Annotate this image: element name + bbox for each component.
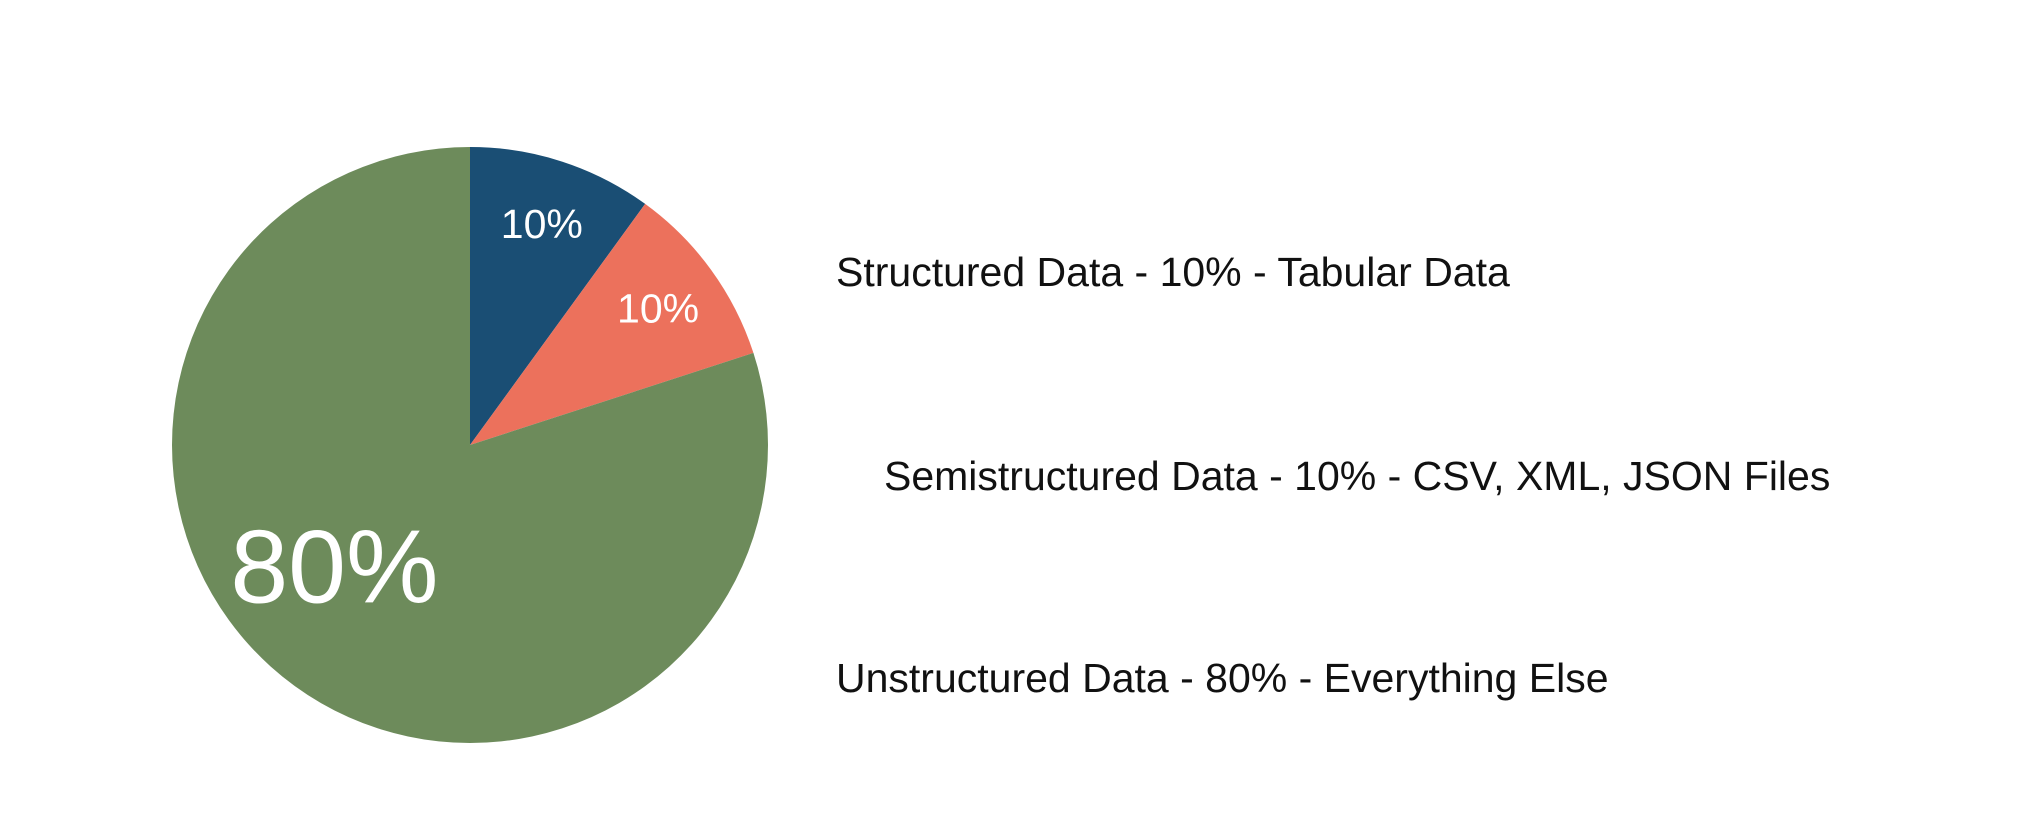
legend-entry: Structured Data - 10% - Tabular Data xyxy=(836,249,1510,295)
pie-slice-labels: 10% 10% 80% xyxy=(230,201,699,626)
pie-slice-structured-data xyxy=(470,147,646,445)
pie-slices xyxy=(172,147,769,743)
legend-entry: Semistructured Data - 10% - CSV, XML, JS… xyxy=(884,453,1830,499)
slice-value-label: 10% xyxy=(617,285,699,331)
slice-value-label: 10% xyxy=(501,201,583,247)
pie-slice-unstructured-data xyxy=(172,147,769,743)
legend-entry: Unstructured Data - 80% - Everything Els… xyxy=(836,655,1609,701)
slice-value-label: 80% xyxy=(230,510,438,626)
pie-slice-semistructured-data xyxy=(470,203,754,445)
legend: Structured Data - 10% - Tabular Data Semi… xyxy=(836,249,1830,701)
